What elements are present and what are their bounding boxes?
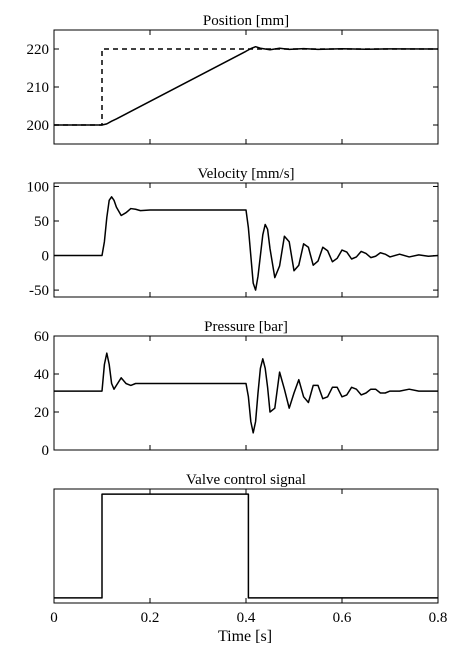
x-tick-label: 0.2 <box>141 610 160 626</box>
series-line-1 <box>54 196 439 291</box>
y-tick-label: 20 <box>34 405 49 421</box>
y-tick-label: 220 <box>27 42 50 58</box>
panel-title: Position [mm] <box>203 13 289 29</box>
x-axis-label: Time [s] <box>218 628 272 645</box>
y-tick-label: 40 <box>34 367 49 383</box>
panel-2: Velocity [mm/s] -50 0 50 100 <box>27 166 439 299</box>
series-line-2 <box>54 45 439 126</box>
y-tick-label: 60 <box>34 329 49 345</box>
series-line-1 <box>54 48 438 126</box>
panel-4: Valve control signal 0 0.2 0.4 0.6 0.8 <box>50 472 447 626</box>
series-line-1 <box>54 352 438 434</box>
y-tick-label: 210 <box>27 80 50 96</box>
y-tick-label: 100 <box>27 179 50 195</box>
y-tick-label: -50 <box>29 283 49 299</box>
panel-title: Velocity [mm/s] <box>197 166 294 182</box>
panel-title: Valve control signal <box>186 472 306 488</box>
x-tick-label: 0.8 <box>429 610 448 626</box>
y-tick-label: 0 <box>42 443 50 459</box>
x-tick-label: 0 <box>50 610 58 626</box>
panel-1: Position [mm] 200 210 220 <box>27 13 439 145</box>
y-tick-label: 50 <box>34 214 49 230</box>
x-tick-label: 0.4 <box>237 610 256 626</box>
panel-title: Pressure [bar] <box>204 319 288 335</box>
x-tick-label: 0.6 <box>333 610 352 626</box>
series-line-1 <box>54 493 438 599</box>
panel-3: Pressure [bar] 0 20 40 60 <box>34 319 439 459</box>
y-tick-label: 200 <box>27 118 50 134</box>
y-tick-label: 0 <box>42 249 50 265</box>
